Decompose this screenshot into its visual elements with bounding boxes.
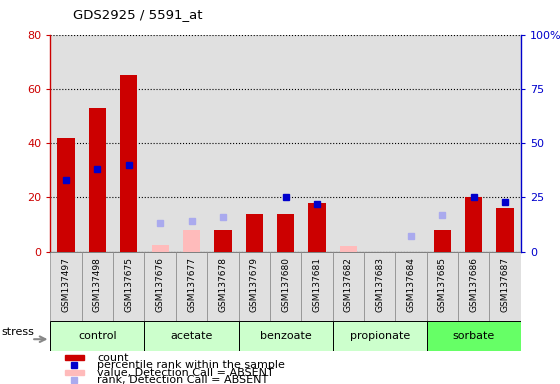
Text: GSM137681: GSM137681 <box>312 257 321 312</box>
Bar <box>82 252 113 321</box>
Bar <box>340 246 357 252</box>
Text: percentile rank within the sample: percentile rank within the sample <box>97 360 285 371</box>
Text: rank, Detection Call = ABSENT: rank, Detection Call = ABSENT <box>97 375 269 384</box>
Bar <box>64 370 84 375</box>
Text: GDS2925 / 5591_at: GDS2925 / 5591_at <box>73 8 202 21</box>
Text: value, Detection Call = ABSENT: value, Detection Call = ABSENT <box>97 368 274 378</box>
Bar <box>489 252 521 321</box>
Bar <box>64 355 84 360</box>
Text: GSM137677: GSM137677 <box>187 257 196 312</box>
Bar <box>176 252 207 321</box>
Text: GSM137497: GSM137497 <box>62 257 71 312</box>
Text: GSM137683: GSM137683 <box>375 257 384 312</box>
Bar <box>364 252 395 321</box>
Text: count: count <box>97 353 129 363</box>
Bar <box>176 35 207 252</box>
Bar <box>120 75 137 252</box>
Text: GSM137678: GSM137678 <box>218 257 227 312</box>
Bar <box>395 252 427 321</box>
Bar <box>301 35 333 252</box>
Text: GSM137686: GSM137686 <box>469 257 478 312</box>
Text: control: control <box>78 331 116 341</box>
Bar <box>152 245 169 252</box>
Bar <box>50 35 82 252</box>
Bar <box>50 252 82 321</box>
Bar <box>144 35 176 252</box>
Bar <box>333 321 427 351</box>
Bar <box>50 321 144 351</box>
Bar <box>144 252 176 321</box>
Bar <box>497 208 514 252</box>
Bar <box>277 214 294 252</box>
Text: propionate: propionate <box>349 331 410 341</box>
Text: GSM137676: GSM137676 <box>156 257 165 312</box>
Bar <box>489 35 521 252</box>
Bar <box>458 252 489 321</box>
Bar <box>239 321 333 351</box>
Text: GSM137682: GSM137682 <box>344 257 353 312</box>
Text: GSM137679: GSM137679 <box>250 257 259 312</box>
Bar <box>239 35 270 252</box>
Bar <box>458 35 489 252</box>
Text: GSM137498: GSM137498 <box>93 257 102 312</box>
Text: sorbate: sorbate <box>452 331 495 341</box>
Text: GSM137685: GSM137685 <box>438 257 447 312</box>
Bar <box>427 252 458 321</box>
Bar <box>144 321 239 351</box>
Bar <box>434 230 451 252</box>
Bar <box>207 252 239 321</box>
Bar <box>301 252 333 321</box>
Text: GSM137684: GSM137684 <box>407 257 416 312</box>
Bar <box>82 35 113 252</box>
Bar <box>113 35 144 252</box>
Bar <box>214 230 231 252</box>
Text: GSM137675: GSM137675 <box>124 257 133 312</box>
Text: acetate: acetate <box>170 331 213 341</box>
Bar <box>113 252 144 321</box>
Bar <box>427 35 458 252</box>
Bar <box>270 252 301 321</box>
Bar <box>58 137 74 252</box>
Text: stress: stress <box>1 327 34 337</box>
Bar <box>270 35 301 252</box>
Bar <box>183 230 200 252</box>
Bar <box>239 252 270 321</box>
Bar <box>309 203 325 252</box>
Bar <box>364 35 395 252</box>
Text: benzoate: benzoate <box>260 331 311 341</box>
Bar <box>333 35 364 252</box>
Bar <box>395 35 427 252</box>
Bar <box>333 252 364 321</box>
Text: GSM137680: GSM137680 <box>281 257 290 312</box>
Text: GSM137687: GSM137687 <box>501 257 510 312</box>
Bar <box>427 321 521 351</box>
Bar <box>89 108 106 252</box>
Bar <box>246 214 263 252</box>
Bar <box>465 197 482 252</box>
Bar <box>207 35 239 252</box>
